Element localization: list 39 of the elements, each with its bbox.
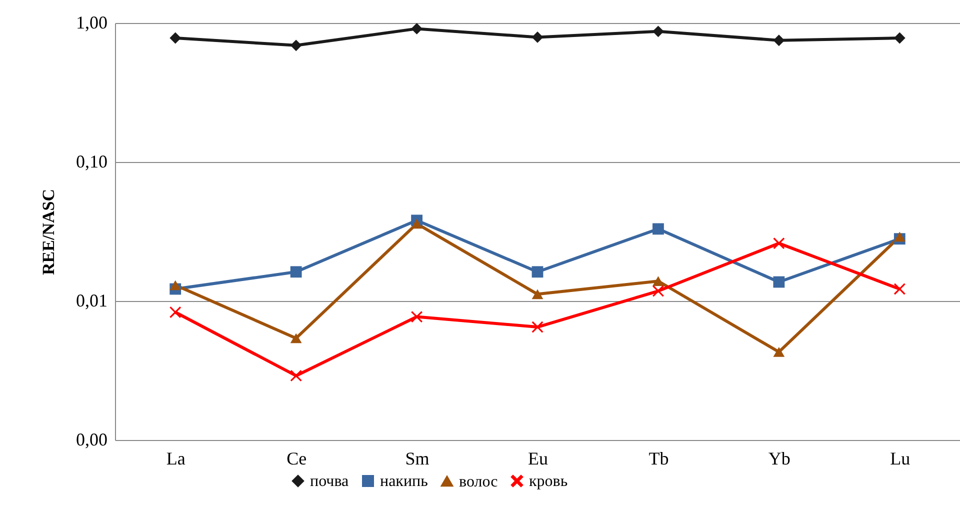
point (170, 32, 182, 44)
x-tick-label: Tb (648, 448, 669, 468)
x-tick-label: Sm (405, 448, 430, 468)
point (411, 22, 422, 34)
point (773, 276, 785, 288)
y-tick-label: 0,00 (76, 430, 108, 450)
y-tick-label: 0,10 (76, 152, 108, 172)
point (894, 283, 906, 295)
point (894, 32, 906, 44)
point (652, 276, 664, 286)
legend-label: накипь (380, 473, 428, 490)
y-tick-label: 1,00 (76, 12, 108, 32)
point (773, 347, 785, 357)
point (652, 223, 664, 235)
x-tick-label: Eu (528, 448, 548, 468)
point (290, 333, 302, 344)
x-tick-label: Lu (890, 448, 910, 468)
point (532, 32, 544, 43)
y-axis-title: REE/NASC (39, 189, 58, 275)
x-tick-label: Yb (768, 448, 790, 468)
legend-label: волос (459, 473, 498, 490)
x-tick-label: Ce (286, 448, 307, 468)
x-tick-label: La (166, 448, 186, 468)
point (532, 289, 544, 300)
point (652, 26, 664, 38)
point (532, 321, 544, 333)
point (290, 40, 302, 52)
point (894, 232, 906, 242)
point (532, 266, 544, 278)
point (170, 306, 182, 318)
point (411, 311, 422, 322)
y-tick-label: 0,01 (76, 290, 108, 310)
point (170, 280, 182, 290)
point (773, 238, 785, 250)
legend-label: почва (310, 473, 349, 490)
point (290, 266, 302, 278)
point (411, 218, 422, 229)
legend-label: кровь (529, 473, 568, 490)
point (773, 34, 785, 46)
